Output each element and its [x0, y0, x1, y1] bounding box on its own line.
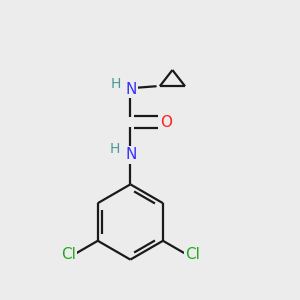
Text: O: O: [160, 115, 172, 130]
Text: Cl: Cl: [185, 247, 200, 262]
Text: N: N: [125, 82, 137, 97]
Text: N: N: [125, 147, 137, 162]
Text: H: H: [110, 142, 120, 156]
Text: H: H: [110, 76, 121, 91]
Text: Cl: Cl: [61, 247, 76, 262]
